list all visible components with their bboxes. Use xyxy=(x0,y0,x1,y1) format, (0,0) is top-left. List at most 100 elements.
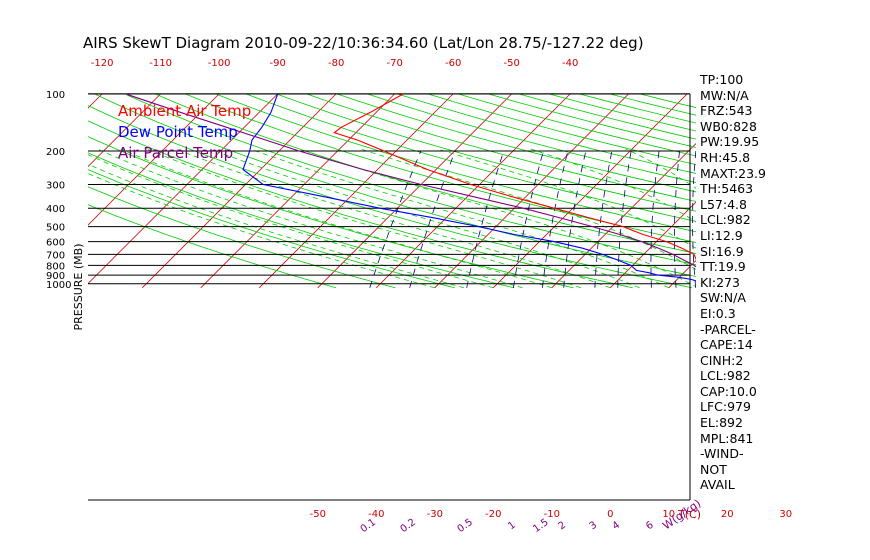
dry-adiabat-line xyxy=(276,93,696,212)
bottom-temp-tick-label: -40 xyxy=(368,509,384,520)
isotherm-line xyxy=(434,93,629,289)
dry-adiabat-line xyxy=(245,93,696,222)
pressure-tick-label: 400 xyxy=(46,204,65,215)
moist-adiabat-line xyxy=(88,163,465,289)
dry-adiabat-line xyxy=(88,169,455,289)
top-temp-tick-label: -100 xyxy=(208,58,231,69)
isotherm-line xyxy=(88,93,278,285)
top-temp-tick-label: -50 xyxy=(503,58,519,69)
stat-entry: EI:0.3 xyxy=(700,305,736,321)
x-axis-unit-label: T(C) xyxy=(677,508,701,521)
isotherm-line xyxy=(492,93,688,289)
mixing-ratio-line xyxy=(594,151,613,288)
dew-point-temp-profile xyxy=(242,93,696,282)
mixing-ratio-line xyxy=(617,151,632,288)
pressure-tick-label: 300 xyxy=(46,180,65,191)
pressure-tick-label: 100 xyxy=(46,90,65,101)
stat-entry: CAPE:14 xyxy=(700,337,753,353)
isotherm-line xyxy=(0,94,44,288)
stat-entry: -WIND- xyxy=(700,446,744,462)
moist-adiabat-line xyxy=(299,148,696,288)
isotherm-line xyxy=(609,201,696,289)
dry-adiabat-line xyxy=(88,152,515,289)
stability-indices-panel: TP:100 MW:N/A FRZ:543 WB0:828 PW:19.95 RH:45.… xyxy=(700,72,766,493)
dry-adiabat-line xyxy=(336,93,696,193)
mixing-ratio-line xyxy=(542,150,569,288)
isotherm-line xyxy=(317,93,512,289)
dry-adiabat-line xyxy=(215,93,696,233)
bottom-temp-tick-label: -20 xyxy=(485,509,501,520)
top-temp-tick-label: -80 xyxy=(328,58,344,69)
y-axis-label: PRESSURE (MB) xyxy=(72,244,85,331)
moist-adiabat-line xyxy=(175,148,611,289)
stat-entry: LCL:982 xyxy=(700,212,751,228)
stat-entry: EL:892 xyxy=(700,415,743,431)
stat-entry: -PARCEL- xyxy=(700,321,756,337)
legend-dew-point-temp: Dew Point Temp xyxy=(118,123,238,141)
mixing-ratio-tick-label: 4 xyxy=(611,520,623,533)
dry-adiabat-line xyxy=(124,93,696,266)
bottom-temp-tick-label: -10 xyxy=(544,509,560,520)
legend: Ambient Air Temp Dew Point Temp Air Parc… xyxy=(118,102,251,162)
mixing-ratio-line xyxy=(409,150,456,288)
stat-entry: MAXT:23.9 xyxy=(700,165,766,181)
moist-adiabat-line xyxy=(250,148,669,289)
moist-adiabat-line xyxy=(120,148,552,289)
pressure-tick-label: 600 xyxy=(46,238,65,249)
top-temp-tick-label: -120 xyxy=(91,58,114,69)
moist-adiabat-line xyxy=(146,148,582,289)
dry-adiabat-line xyxy=(488,93,696,148)
mixing-ratio-tick-label: 3 xyxy=(588,520,600,533)
mixing-ratio-line xyxy=(781,151,799,288)
bottom-temp-tick-label: -50 xyxy=(310,509,326,520)
stat-entry: L57:4.8 xyxy=(700,196,747,212)
dry-adiabat-line xyxy=(88,105,693,289)
top-temp-tick-label: -70 xyxy=(386,58,402,69)
isotherm-line xyxy=(88,93,220,226)
moist-adiabat-line xyxy=(437,148,696,249)
pressure-tick-label: 500 xyxy=(46,223,65,234)
stat-entry: WB0:828 xyxy=(700,118,757,134)
mixing-ratio-line xyxy=(513,150,544,288)
stat-entry: KI:273 xyxy=(700,274,740,290)
isotherm-line xyxy=(200,93,395,289)
top-temp-tick-label: -110 xyxy=(149,58,172,69)
stat-entry: CAP:10.0 xyxy=(700,383,757,399)
mixing-ratio-line xyxy=(466,150,505,288)
isotherm-line xyxy=(844,94,870,288)
stat-entry: LFC:979 xyxy=(700,399,751,415)
stat-entry: TP:100 xyxy=(700,72,744,87)
stat-entry: TT:19.9 xyxy=(700,259,746,275)
stat-entry: PW:19.95 xyxy=(700,134,760,150)
stat-entry: CINH:2 xyxy=(700,352,744,368)
pressure-tick-label: 800 xyxy=(46,261,65,272)
moist-adiabat-line xyxy=(360,148,696,270)
moist-adiabat-line xyxy=(88,173,435,289)
mixing-ratio-tick-label: 2 xyxy=(557,520,569,533)
isotherm-line xyxy=(786,94,870,288)
pressure-tick-label: 700 xyxy=(46,250,65,261)
mixing-ratio-line xyxy=(804,151,828,288)
stat-entry: RH:45.8 xyxy=(700,149,751,165)
stat-entry: TH:5463 xyxy=(700,181,754,197)
isotherm-line xyxy=(258,93,454,289)
stat-entry: SI:16.9 xyxy=(700,243,744,259)
dry-adiabat-line xyxy=(397,93,696,174)
dry-adiabat-line xyxy=(367,93,696,183)
bottom-temp-tick-label: 10 xyxy=(662,509,675,520)
top-temp-tick-label: -40 xyxy=(562,58,578,69)
pressure-tick-label: 1000 xyxy=(46,280,71,291)
legend-ambient-air-temp: Ambient Air Temp xyxy=(118,102,251,120)
air-parcel-temp-profile xyxy=(125,93,696,268)
mixing-ratio-tick-label: 1 xyxy=(506,520,518,533)
mixing-ratio-tick-label: 6 xyxy=(644,520,656,533)
stat-entry: LCL:982 xyxy=(700,368,751,384)
chart-title: AIRS SkewT Diagram 2010-09-22/10:36:34.6… xyxy=(83,34,644,52)
moist-adiabat-line xyxy=(209,148,640,289)
bottom-temp-tick-label: 20 xyxy=(721,509,734,520)
stat-entry: AVAIL xyxy=(700,477,735,493)
mixing-ratio-line xyxy=(369,150,422,288)
stat-entry: SW:N/A xyxy=(700,290,746,306)
isotherm-line xyxy=(88,93,161,168)
